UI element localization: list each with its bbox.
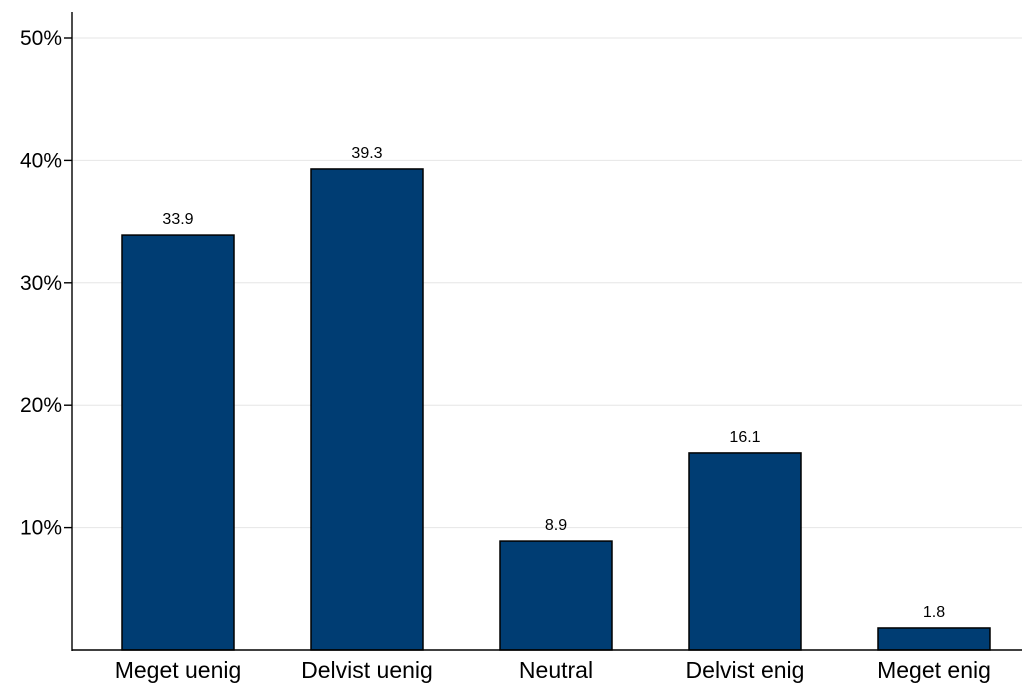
data-label: 33.9	[162, 211, 193, 228]
bar	[499, 540, 613, 651]
y-ticks: 10% 20% 30% 40% 50%	[20, 27, 72, 540]
x-tick-label: Meget uenig	[115, 657, 242, 683]
y-tick-label: 20%	[20, 394, 62, 417]
axes	[71, 12, 1022, 651]
bar	[121, 234, 235, 651]
x-tick-label: Delvist uenig	[301, 657, 433, 683]
x-tick-labels: Meget uenig Delvist uenig Neutral Delvist e…	[115, 657, 991, 683]
y-tick-label: 30%	[20, 272, 62, 295]
bar	[310, 168, 424, 651]
bar	[877, 627, 991, 651]
data-label: 16.1	[729, 429, 760, 446]
data-label: 1.8	[923, 604, 945, 621]
x-tick-label: Neutral	[519, 657, 593, 683]
data-label: 8.9	[545, 517, 567, 534]
x-tick-label: Meget enig	[877, 657, 991, 683]
y-tick-label: 50%	[20, 27, 62, 50]
y-tick-label: 40%	[20, 149, 62, 172]
bars	[121, 168, 991, 651]
bar	[688, 452, 802, 651]
x-tick-label: Delvist enig	[686, 657, 805, 683]
data-label: 39.3	[351, 145, 382, 162]
y-tick-label: 10%	[20, 517, 62, 540]
data-labels: 33.9 39.3 8.9 16.1 1.8	[162, 145, 945, 621]
